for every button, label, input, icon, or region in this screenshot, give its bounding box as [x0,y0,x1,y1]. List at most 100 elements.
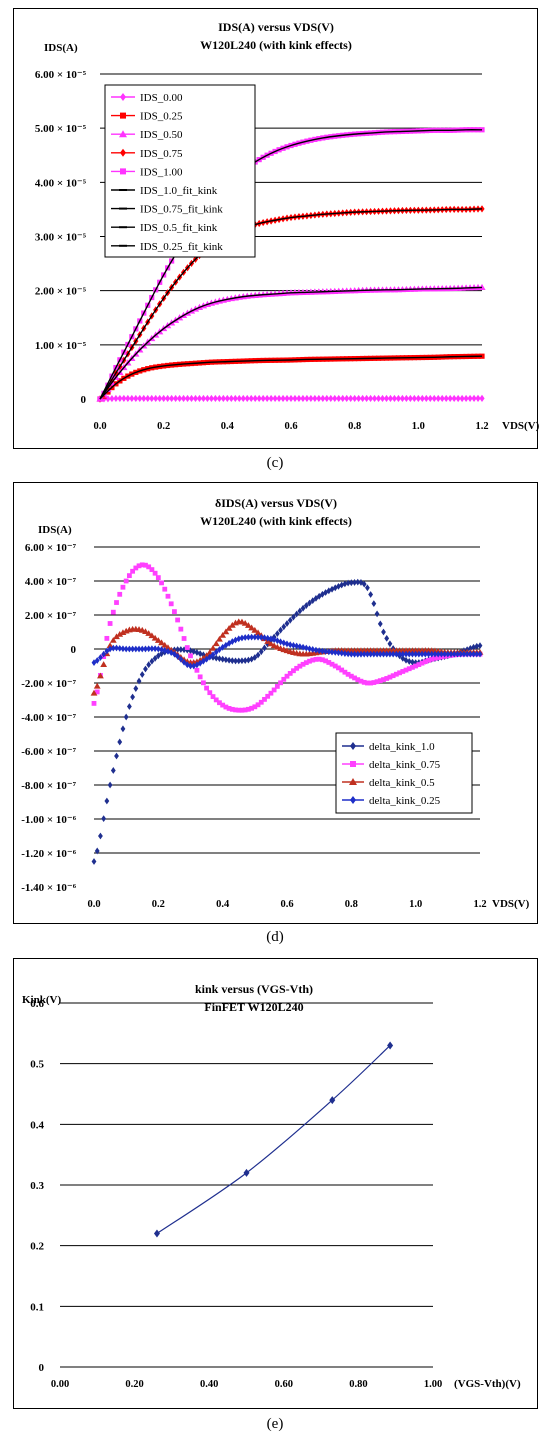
data-point [161,394,167,403]
data-point [229,706,235,712]
data-point [126,703,132,710]
data-point [149,394,155,403]
data-point [151,634,159,641]
data-point [361,650,367,658]
data-point [243,1168,250,1177]
data-point [400,669,406,674]
data-point [415,394,421,403]
data-point [445,650,451,658]
data-point [307,645,312,653]
data-point [387,650,393,658]
data-point [300,661,306,667]
data-point [348,650,354,658]
data-point [220,394,226,403]
data-point [387,640,393,648]
data-point [329,585,335,593]
data-point [287,616,293,624]
data-point [308,394,314,403]
data-point [416,650,422,658]
data-point [262,634,267,642]
data-point [98,654,103,661]
data-point [178,626,184,632]
data-point [328,394,334,403]
data-point [340,394,346,403]
data-point [348,394,354,403]
x-tick-label: 0.4 [221,421,235,432]
data-point [303,602,309,609]
data-point [142,628,149,635]
data-point [360,394,366,403]
series-IDS_0.5_fit_kink [99,286,483,400]
data-point [268,635,274,643]
data-point [336,649,341,657]
data-point [172,650,177,658]
series-IDS_1.0_fit_kink [99,129,483,400]
data-point [233,657,238,665]
data-point [383,394,390,403]
data-point [467,650,473,658]
data-point [464,650,470,658]
data-point [397,670,402,676]
data-point [168,649,174,656]
ids-versus-vds-chart: 0 1.00 × 10⁻⁵ 2.00 × 10⁻⁵ 3.00 × 10⁻⁵ 4.00 ×… [35,20,539,432]
legend-label: delta_kink_0.75 [369,759,441,771]
data-point [471,394,477,403]
x-axis-label: (VGS-Vth)(V) [454,1378,521,1390]
data-point [210,694,216,699]
data-point [336,665,341,671]
chart-subtitle: W120L240 (with kink effects) [200,514,352,528]
data-point [477,650,483,658]
data-point [216,394,222,403]
data-point [98,832,103,840]
x-tick-label: 0.2 [152,899,165,910]
data-point [216,635,223,642]
data-point [365,584,370,592]
data-point [310,657,316,663]
data-point [133,565,139,571]
data-point [291,668,296,674]
data-point [294,610,300,618]
data-point [114,644,119,652]
data-point [410,650,415,658]
data-point [342,580,348,588]
data-point [384,650,390,658]
data-point [117,394,123,403]
data-point [175,652,181,660]
legend-label: delta_kink_0.25 [369,795,441,807]
data-point [375,394,382,403]
data-point [403,656,409,664]
data-point [175,617,181,623]
y-tick-label: -1.40 × 10⁻⁶ [21,882,76,894]
data-point [271,687,277,693]
data-point [213,654,219,662]
data-point [312,394,318,403]
data-point [191,662,197,670]
data-point [119,629,127,636]
x-tick-label: 0.0 [87,899,100,910]
data-point [200,394,207,403]
data-point [181,636,187,641]
data-point [110,609,116,615]
data-point [133,645,139,653]
delta-ids-versus-vds-chart: 6.00 × 10⁻⁷ 4.00 × 10⁻⁷ 2.00 × 10⁻⁷ 0 -2.00 … [21,496,530,910]
data-point [242,707,248,713]
x-axis-label: VDS(V) [492,898,530,910]
data-point [467,645,473,652]
data-point [223,656,229,664]
data-point [94,657,100,664]
data-point [162,586,168,592]
data-point [149,657,155,665]
data-point [294,665,300,671]
data-point [344,394,350,403]
data-point [120,645,126,653]
chart-title: δIDS(A) versus VDS(V) [215,496,337,510]
data-point [239,657,245,665]
data-point [264,394,270,403]
data-point [355,650,361,658]
data-point [448,650,454,658]
data-point [384,676,390,681]
data-point [304,394,310,403]
x-tick-label: 1.0 [412,421,425,432]
data-point [393,671,399,677]
data-point [358,678,364,684]
